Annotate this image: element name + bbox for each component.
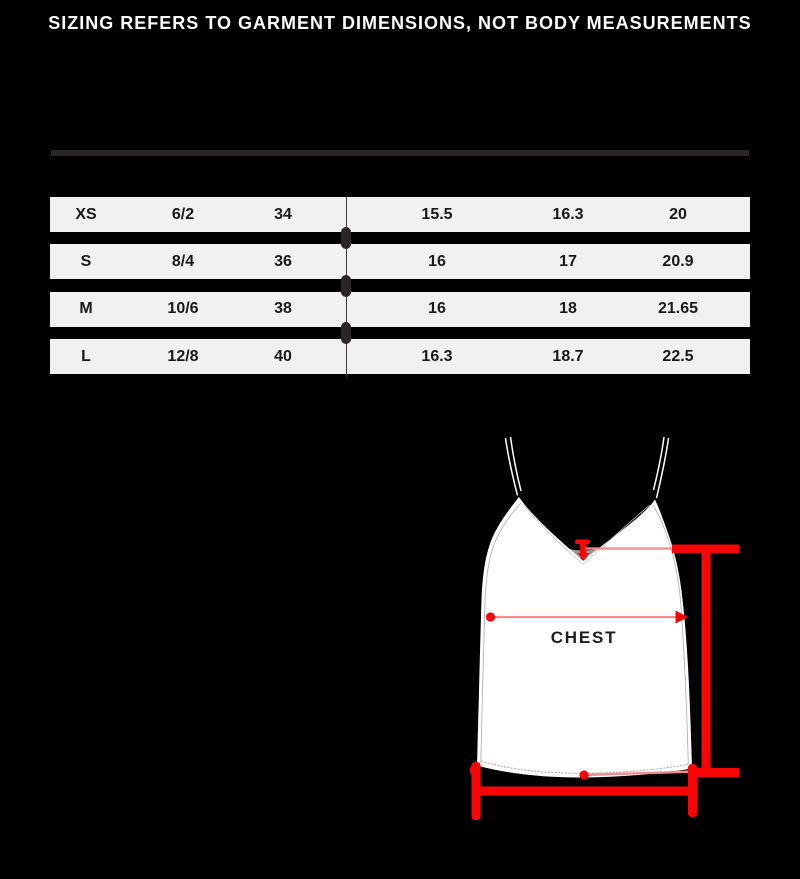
table-row-m: M 10/6 38 16 18 21.65 <box>50 291 750 327</box>
strap-right <box>652 436 670 499</box>
measure-cell-1: 15.5 <box>421 205 453 223</box>
numeric-size-cell: 40 <box>274 347 292 365</box>
measure-cell-3: 22.5 <box>662 347 694 365</box>
divider-capsule <box>341 227 352 249</box>
chest-line-arrow-right <box>675 610 688 624</box>
us-size-cell: 6/2 <box>171 205 195 223</box>
measure-cell-2: 17 <box>559 252 577 270</box>
measurement-overlays <box>469 539 739 820</box>
measure-cell-2: 18 <box>559 300 577 317</box>
size-cell: L <box>81 347 91 365</box>
us-size-cell: 10/6 <box>167 300 199 317</box>
divider-capsule <box>341 322 352 344</box>
measure-cell-2: 18.7 <box>552 347 584 365</box>
bottom-width-cap-left <box>471 762 481 820</box>
measure-cell-1: 16 <box>428 300 446 317</box>
length-bar <box>701 549 711 773</box>
table-row-xs: XS 6/2 34 15.5 16.3 20 <box>50 197 750 232</box>
sizing-disclaimer-title: SIZING REFERS TO GARMENT DIMENSIONS, NOT… <box>48 13 752 33</box>
garment-body <box>477 497 692 778</box>
measure-cell-3: 21.65 <box>657 300 699 317</box>
table-header-bar <box>51 150 749 156</box>
us-size-cell: 8/4 <box>171 252 195 270</box>
length-bar-top <box>672 544 739 553</box>
measure-cell-2: 16.3 <box>552 205 584 223</box>
hem-level-line <box>583 770 695 777</box>
numeric-size-cell: 34 <box>274 205 292 223</box>
bottom-width-bar <box>472 786 697 796</box>
us-size-cell: 12/8 <box>167 347 199 365</box>
size-cell: XS <box>75 205 97 223</box>
neck-drop-marker <box>575 539 590 561</box>
chest-line-dot-left <box>485 612 496 622</box>
size-cell: M <box>79 300 93 317</box>
table-row-l: L 12/8 40 16.3 18.7 22.5 <box>50 339 750 374</box>
bottom-width-cap-right <box>688 764 697 817</box>
table-row-s: S 8/4 36 16 17 20.9 <box>50 244 750 279</box>
measure-cell-3: 20.9 <box>662 252 694 270</box>
measure-cell-1: 16.3 <box>421 347 453 365</box>
numeric-size-cell: 36 <box>274 252 292 270</box>
strap-left <box>504 436 522 496</box>
measure-cell-3: 20 <box>669 205 687 223</box>
hem-dot-center <box>579 770 589 780</box>
size-cell: S <box>80 252 92 270</box>
numeric-size-cell: 38 <box>274 300 292 317</box>
stitch-lines <box>480 502 689 774</box>
divider-capsule <box>341 274 352 297</box>
length-bar-foot <box>693 768 739 777</box>
measure-cell-1: 16 <box>428 252 446 270</box>
chest-label: CHEST <box>550 628 618 647</box>
size-table: XS 6/2 34 15.5 16.3 20 S 8/4 36 16 17 20… <box>50 150 750 390</box>
